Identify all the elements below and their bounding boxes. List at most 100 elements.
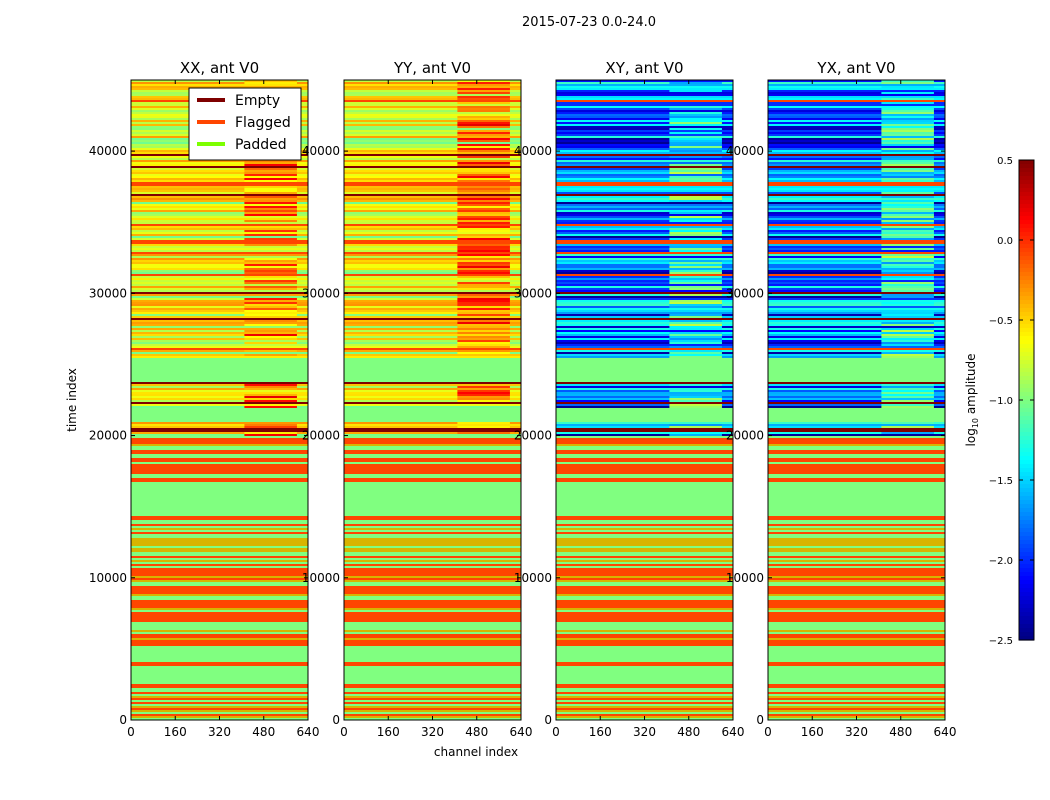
heatmap-row [768, 402, 945, 404]
heatmap-row [344, 176, 521, 178]
heatmap-row [344, 112, 521, 114]
heatmap-row [344, 614, 521, 616]
heatmap-row [131, 468, 308, 470]
rfi-cell [244, 214, 297, 216]
heatmap-row [768, 296, 945, 298]
heatmap-row [344, 398, 521, 400]
colorbar-segment [1019, 488, 1034, 493]
heatmap-row [556, 492, 733, 494]
heatmap-row [131, 240, 308, 242]
heatmap-row [131, 662, 308, 664]
heatmap-row [131, 232, 308, 234]
heatmap-row [131, 238, 308, 240]
heatmap-row [344, 232, 521, 234]
heatmap-row [131, 638, 308, 640]
heatmap-row [556, 556, 733, 558]
rfi-cell [881, 302, 934, 304]
heatmap-row [556, 114, 733, 116]
heatmap-row [344, 160, 521, 162]
heatmap-cells [344, 80, 521, 720]
rfi-cell [457, 400, 510, 402]
heatmap-row [556, 662, 733, 664]
heatmap-row [556, 612, 733, 614]
rfi-cell [457, 282, 510, 284]
rfi-cell [244, 264, 297, 266]
heatmap-row [556, 520, 733, 522]
rfi-cell [457, 96, 510, 98]
heatmap-row [556, 514, 733, 516]
colorbar-segment [1019, 336, 1034, 341]
rfi-cell [457, 264, 510, 266]
rfi-cell [669, 142, 722, 144]
heatmap-row [131, 634, 308, 636]
heatmap-row [556, 340, 733, 342]
heatmap-row [131, 268, 308, 270]
heatmap-row [556, 344, 733, 346]
heatmap-row [556, 126, 733, 128]
heatmap-row [768, 396, 945, 398]
heatmap-row [556, 178, 733, 180]
heatmap-row [344, 358, 521, 360]
rfi-cell [881, 394, 934, 396]
heatmap-row [768, 270, 945, 272]
rfi-cell [457, 394, 510, 396]
heatmap-row [131, 168, 308, 170]
heatmap-row [344, 584, 521, 586]
heatmap-row [344, 634, 521, 636]
heatmap-row [131, 248, 308, 250]
x-tick-label: 480 [677, 725, 700, 739]
heatmap-row [556, 510, 733, 512]
heatmap-row [768, 298, 945, 300]
heatmap-row [131, 446, 308, 448]
heatmap-row [556, 624, 733, 626]
colorbar-segment [1019, 492, 1034, 497]
heatmap-row [344, 474, 521, 476]
heatmap-row [131, 410, 308, 412]
heatmap-row [768, 134, 945, 136]
heatmap-row [131, 370, 308, 372]
rfi-cell [669, 328, 722, 330]
heatmap-row [131, 326, 308, 328]
rfi-cell [457, 162, 510, 164]
heatmap-row [556, 306, 733, 308]
heatmap-row [131, 522, 308, 524]
heatmap-row [344, 480, 521, 482]
rfi-cell [244, 188, 297, 190]
heatmap-row [344, 636, 521, 638]
rfi-cell [244, 270, 297, 272]
heatmap-row [344, 268, 521, 270]
heatmap-row [768, 446, 945, 448]
heatmap-row [344, 450, 521, 452]
heatmap-row [344, 630, 521, 632]
heatmap-row [556, 532, 733, 534]
heatmap-row [344, 522, 521, 524]
rfi-cell [244, 258, 297, 260]
rfi-cell [244, 80, 297, 82]
heatmap-row [768, 112, 945, 114]
heatmap-row [768, 294, 945, 296]
heatmap-row [556, 458, 733, 460]
heatmap-row [131, 298, 308, 300]
heatmap-row [556, 422, 733, 424]
rfi-cell [669, 112, 722, 114]
heatmap-row [131, 488, 308, 490]
heatmap-row [556, 500, 733, 502]
colorbar-segment [1019, 536, 1034, 541]
colorbar-segment [1019, 484, 1034, 489]
heatmap-row [344, 102, 521, 104]
heatmap-row [768, 254, 945, 256]
rfi-cell [457, 222, 510, 224]
colorbar-segment [1019, 628, 1034, 633]
heatmap-row [768, 692, 945, 694]
heatmap-row [768, 474, 945, 476]
heatmap-row [344, 538, 521, 540]
x-tick-label: 480 [252, 725, 275, 739]
heatmap-row [768, 88, 945, 90]
heatmap-row [131, 272, 308, 274]
heatmap-row [556, 172, 733, 174]
heatmap-row [344, 470, 521, 472]
colorbar-segment [1019, 476, 1034, 481]
heatmap-row [556, 92, 733, 94]
heatmap-row [768, 186, 945, 188]
colorbar-segment [1019, 540, 1034, 545]
